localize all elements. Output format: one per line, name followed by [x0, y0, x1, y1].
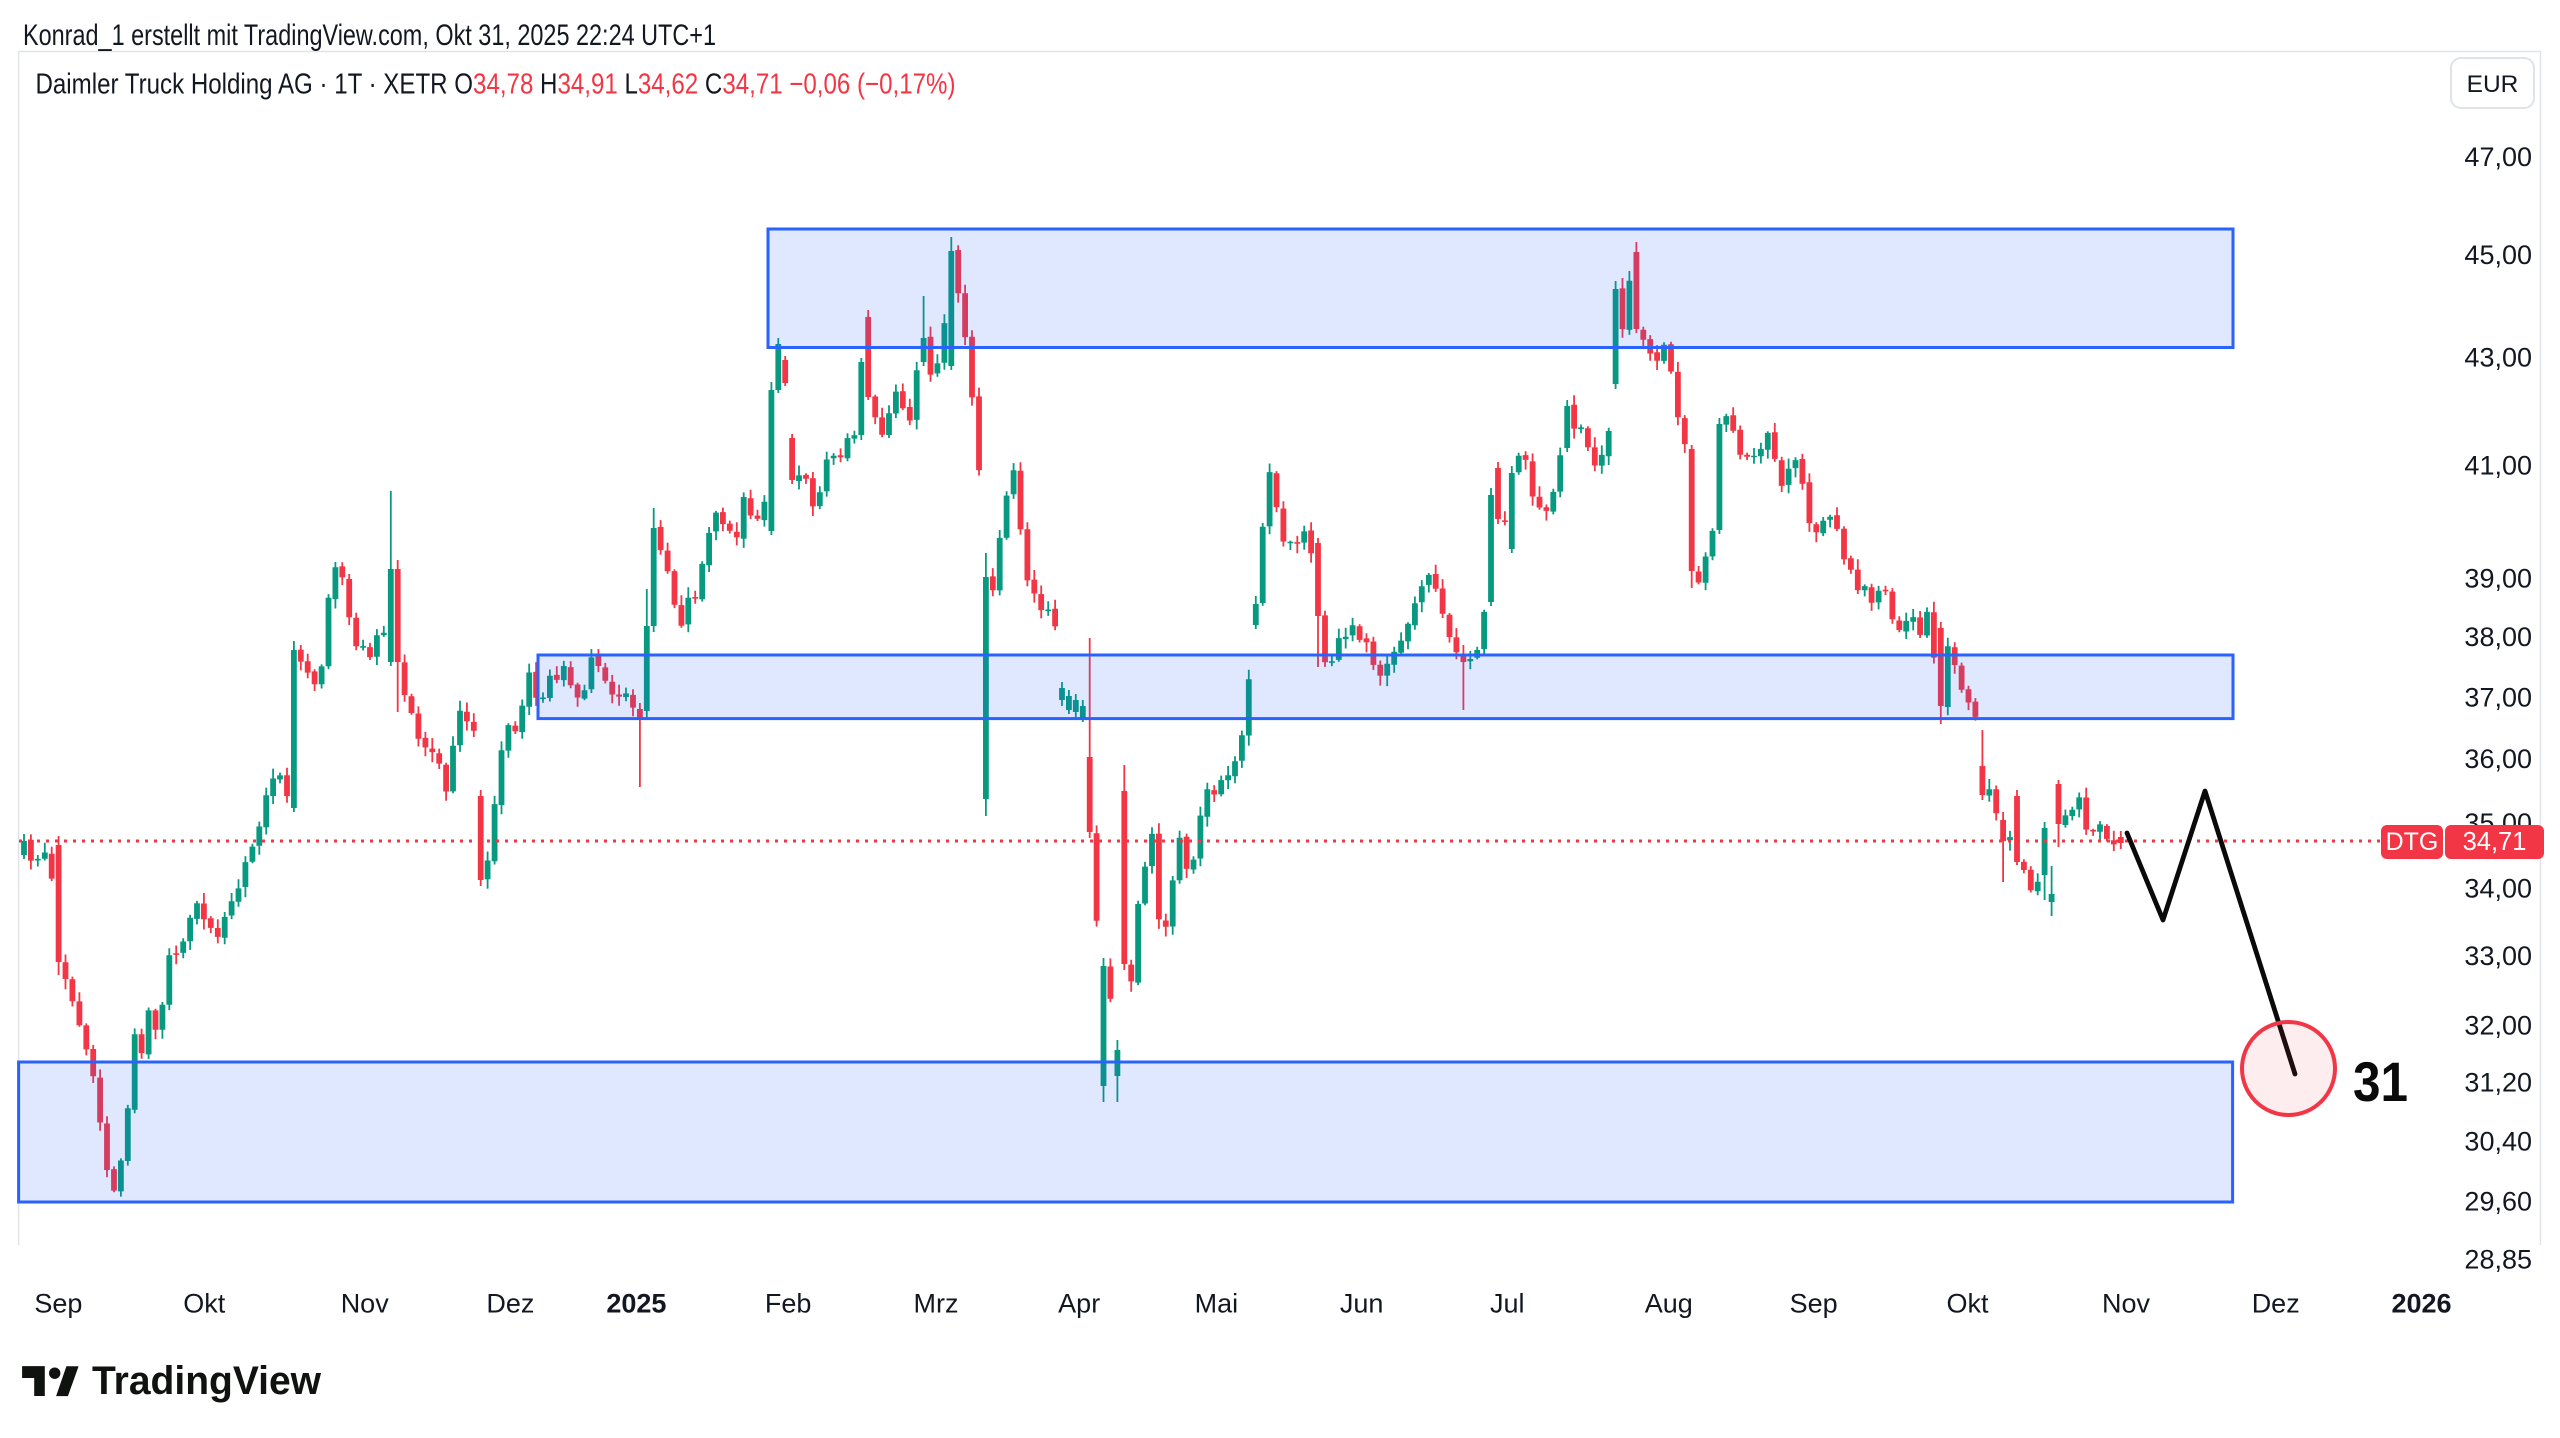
svg-text:Mrz: Mrz [914, 1289, 959, 1319]
svg-text:47,00: 47,00 [2464, 142, 2532, 172]
svg-text:Nov: Nov [2102, 1289, 2151, 1319]
svg-text:29,60: 29,60 [2464, 1187, 2532, 1217]
svg-text:2026: 2026 [2391, 1289, 2451, 1319]
svg-text:Feb: Feb [765, 1289, 812, 1319]
svg-text:Daimler Truck Holding AG · 1T: Daimler Truck Holding AG · 1T · XETR O34… [36, 69, 956, 101]
svg-text:Dez: Dez [486, 1289, 534, 1319]
svg-text:32,00: 32,00 [2464, 1010, 2532, 1040]
svg-text:31,20: 31,20 [2464, 1068, 2532, 1098]
svg-text:30,40: 30,40 [2464, 1126, 2532, 1156]
svg-text:31: 31 [2353, 1050, 2408, 1113]
svg-text:Dez: Dez [2252, 1289, 2300, 1319]
svg-text:34,71: 34,71 [2463, 828, 2527, 856]
svg-text:45,00: 45,00 [2464, 240, 2532, 270]
svg-text:Mai: Mai [1195, 1289, 1239, 1319]
svg-text:Jun: Jun [1340, 1289, 1384, 1319]
svg-text:Nov: Nov [341, 1289, 390, 1319]
svg-text:Apr: Apr [1058, 1289, 1100, 1319]
svg-text:34,00: 34,00 [2464, 873, 2532, 903]
svg-text:Sep: Sep [1790, 1289, 1838, 1319]
svg-text:36,00: 36,00 [2464, 744, 2532, 774]
svg-text:Okt: Okt [183, 1289, 226, 1319]
svg-text:TradingView: TradingView [92, 1359, 322, 1403]
svg-text:DTG: DTG [2386, 828, 2439, 856]
svg-text:39,00: 39,00 [2464, 563, 2532, 593]
svg-text:33,00: 33,00 [2464, 941, 2532, 971]
svg-text:Jul: Jul [1490, 1289, 1525, 1319]
svg-text:41,00: 41,00 [2464, 450, 2532, 480]
svg-text:43,00: 43,00 [2464, 343, 2532, 373]
svg-text:Aug: Aug [1645, 1289, 1693, 1319]
svg-text:28,85: 28,85 [2464, 1245, 2532, 1275]
svg-text:Sep: Sep [34, 1289, 82, 1319]
svg-text:2025: 2025 [606, 1289, 666, 1319]
svg-text:EUR: EUR [2467, 71, 2519, 98]
svg-text:Konrad_1 erstellt mit TradingV: Konrad_1 erstellt mit TradingView.com, O… [23, 19, 716, 52]
svg-text:38,00: 38,00 [2464, 622, 2532, 652]
svg-text:37,00: 37,00 [2464, 682, 2532, 712]
svg-text:Okt: Okt [1946, 1289, 1989, 1319]
